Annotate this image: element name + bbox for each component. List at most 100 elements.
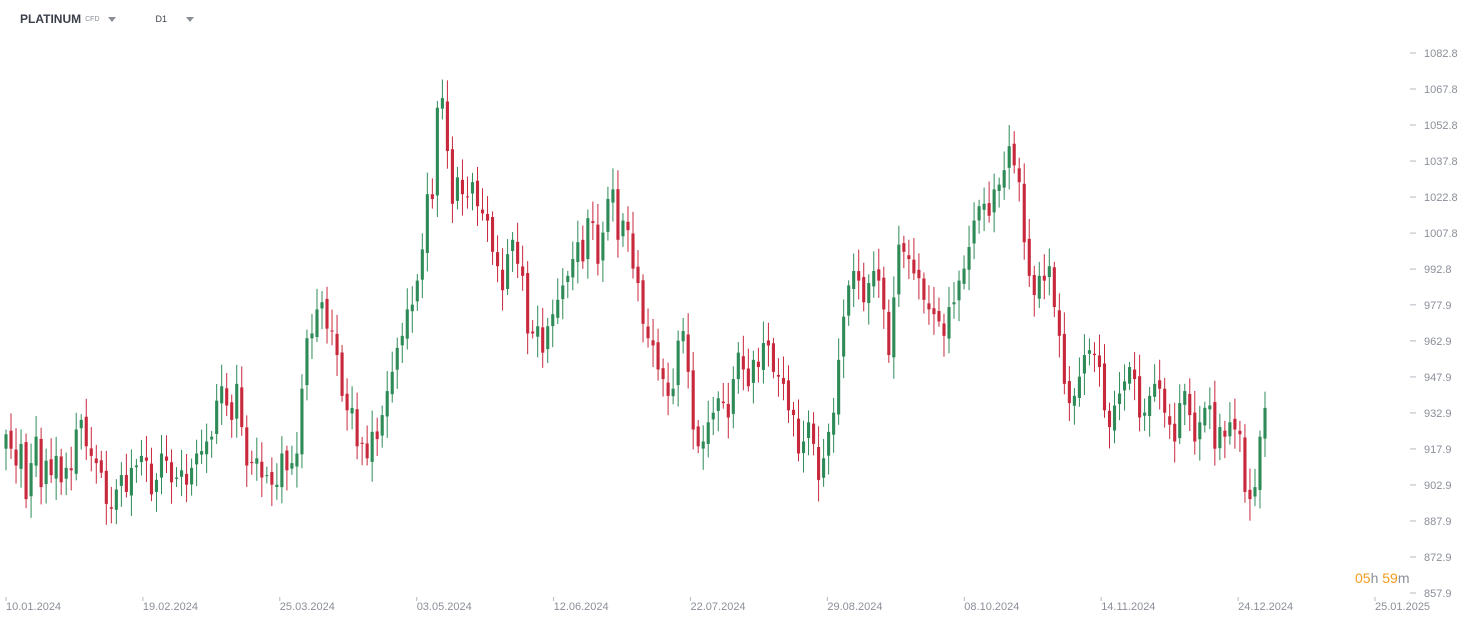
countdown-hours-unit: h bbox=[1370, 570, 1379, 586]
candle-body bbox=[937, 311, 941, 322]
candle-body bbox=[666, 382, 670, 396]
timeframe-label[interactable]: D1 bbox=[155, 14, 168, 24]
candle-body bbox=[250, 461, 254, 464]
candle-body bbox=[185, 473, 189, 485]
candle-body bbox=[94, 458, 98, 464]
candle-body bbox=[1077, 376, 1081, 398]
candle-body bbox=[872, 271, 876, 287]
y-tick-label: 872.9 bbox=[1424, 552, 1452, 564]
candle-body bbox=[345, 393, 349, 411]
candle-body bbox=[1097, 355, 1102, 368]
candle-body bbox=[832, 412, 836, 435]
candle-body bbox=[887, 311, 891, 356]
candle-body bbox=[1032, 275, 1036, 296]
candle-body bbox=[330, 330, 334, 332]
candle-body bbox=[576, 242, 580, 263]
candle-body bbox=[370, 431, 374, 462]
candle-body bbox=[506, 254, 510, 289]
candle-body bbox=[44, 460, 48, 485]
candle-body bbox=[1047, 266, 1051, 278]
candle-body bbox=[99, 460, 103, 473]
x-tick-label: 29.08.2024 bbox=[827, 601, 882, 613]
candle-body bbox=[1168, 416, 1172, 425]
candle-body bbox=[1002, 170, 1006, 188]
x-tick-label: 03.05.2024 bbox=[417, 601, 472, 613]
symbol-name[interactable]: PLATINUM bbox=[20, 12, 82, 26]
candle-body bbox=[34, 436, 38, 466]
candle-body bbox=[1062, 333, 1066, 384]
candle-body bbox=[591, 221, 595, 223]
candle-body bbox=[756, 361, 760, 368]
candle-body bbox=[631, 233, 635, 269]
x-tick-label: 19.02.2024 bbox=[143, 601, 198, 613]
candle-body bbox=[129, 467, 133, 496]
candle-body bbox=[134, 465, 138, 468]
candle-body bbox=[455, 177, 459, 201]
candle-body bbox=[24, 442, 28, 500]
candle-body bbox=[285, 450, 289, 471]
candle-body bbox=[9, 430, 13, 449]
candle-body bbox=[435, 107, 439, 196]
candle-body bbox=[947, 307, 951, 339]
candle-body bbox=[440, 98, 444, 109]
candle-body bbox=[546, 326, 550, 350]
candle-body bbox=[1223, 430, 1227, 437]
candle-body bbox=[596, 224, 600, 264]
candle-body bbox=[450, 149, 454, 204]
candle-body bbox=[215, 400, 219, 434]
candle-body bbox=[220, 386, 224, 404]
candle-body bbox=[761, 343, 765, 370]
candle-body bbox=[395, 347, 399, 370]
x-tick-label: 12.06.2024 bbox=[554, 601, 609, 613]
candle-body bbox=[1203, 407, 1207, 426]
candle-body bbox=[817, 447, 821, 480]
candle-body bbox=[716, 398, 720, 411]
candle-body bbox=[1198, 422, 1202, 440]
candle-body bbox=[1007, 146, 1011, 168]
candle-body bbox=[79, 419, 83, 429]
candle-body bbox=[882, 277, 886, 310]
candle-body bbox=[200, 451, 204, 455]
candle-body bbox=[1233, 418, 1237, 430]
candle-body bbox=[1128, 367, 1132, 384]
candle-body bbox=[521, 266, 525, 276]
candle-body bbox=[235, 383, 239, 419]
candle-body bbox=[892, 297, 896, 358]
candle-body bbox=[731, 379, 735, 414]
candle-body bbox=[636, 266, 640, 284]
candle-body bbox=[626, 221, 630, 231]
candle-body bbox=[355, 409, 359, 447]
candle-body bbox=[320, 302, 324, 309]
symbol-dropdown-icon[interactable] bbox=[107, 16, 116, 22]
candle-body bbox=[1022, 183, 1026, 243]
candle-body bbox=[621, 220, 625, 237]
candle-body bbox=[1208, 405, 1212, 410]
y-tick-label: 1052.8 bbox=[1424, 120, 1458, 132]
candle-body bbox=[124, 474, 128, 492]
candle-body bbox=[159, 453, 164, 478]
candle-body bbox=[139, 455, 143, 463]
candle-body bbox=[736, 352, 740, 380]
candle-body bbox=[265, 475, 269, 477]
candle-body bbox=[295, 453, 299, 467]
candle-body bbox=[701, 441, 705, 449]
candle-body bbox=[917, 269, 921, 279]
y-tick-label: 857.9 bbox=[1424, 588, 1452, 600]
candle-body bbox=[49, 459, 53, 476]
candle-body bbox=[781, 378, 786, 384]
candle-body bbox=[280, 453, 284, 488]
y-tick-label: 887.9 bbox=[1424, 516, 1452, 528]
candle-body bbox=[641, 280, 645, 324]
candle-body bbox=[676, 340, 680, 386]
candle-body bbox=[360, 442, 364, 444]
candle-body bbox=[430, 194, 434, 199]
candle-body bbox=[1133, 369, 1137, 380]
countdown-minutes-unit: m bbox=[1397, 570, 1410, 586]
y-tick-label: 1022.8 bbox=[1424, 192, 1458, 204]
y-tick-label: 902.9 bbox=[1424, 480, 1452, 492]
timeframe-dropdown-icon[interactable] bbox=[186, 16, 195, 22]
candle-body bbox=[114, 489, 118, 510]
candle-body bbox=[1218, 427, 1222, 449]
candle-body bbox=[862, 277, 866, 303]
